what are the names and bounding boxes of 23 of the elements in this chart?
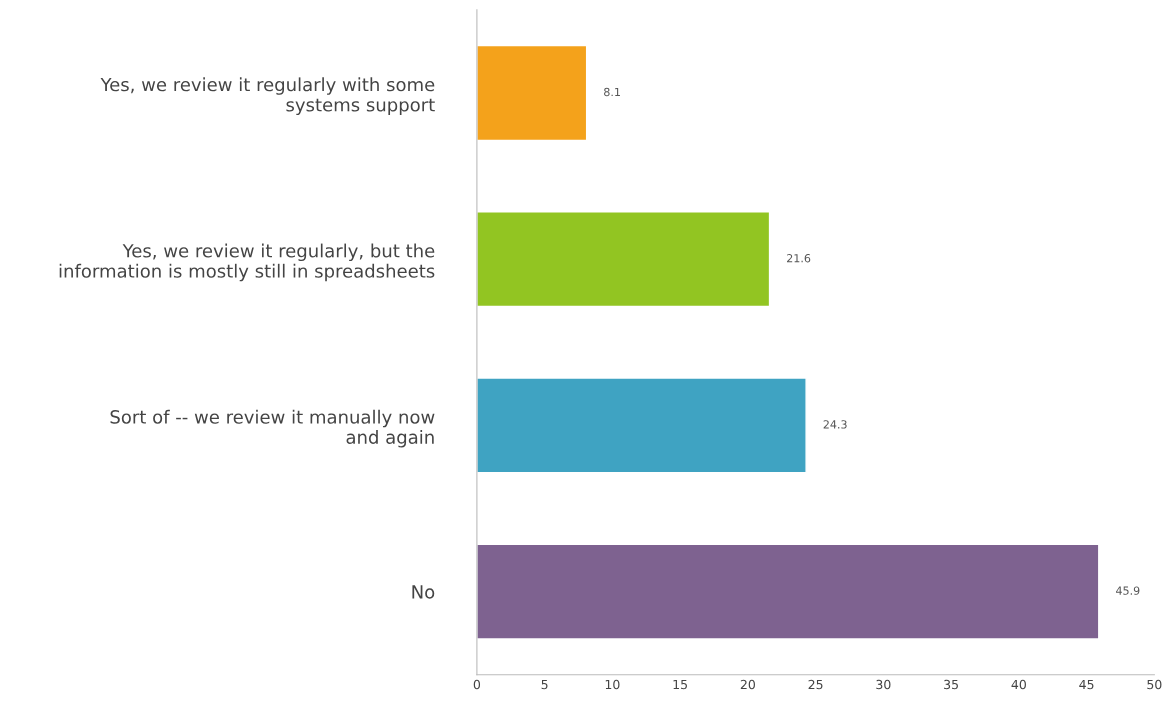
- x-tick-label: 20: [740, 679, 755, 690]
- x-tick-label: 30: [876, 679, 891, 690]
- data-label: 24.3: [823, 420, 847, 429]
- x-tick-label: 40: [1011, 679, 1026, 690]
- x-tick-label: 45: [1079, 679, 1094, 690]
- x-tick-label: 35: [944, 679, 958, 690]
- x-tick-label: 25: [808, 679, 823, 690]
- bar: [476, 211, 771, 308]
- x-tick-label: 0: [473, 679, 481, 690]
- data-label: 45.9: [1116, 586, 1140, 595]
- y-tick-label: Sort of -- we review it manually now and again: [110, 409, 435, 448]
- data-label: 21.6: [787, 254, 811, 263]
- y-tick-label: Yes, we review it regularly with some systems support: [100, 77, 435, 116]
- x-tick-label: 10: [605, 679, 620, 690]
- bar: [476, 377, 807, 474]
- y-tick-label: No: [412, 585, 435, 599]
- x-tick-label: 50: [1147, 679, 1162, 690]
- bar: [476, 543, 1100, 640]
- x-tick-label: 5: [541, 679, 548, 690]
- y-tick-label: Yes, we review it regularly, but the information is mostly still in spreadsheets: [59, 243, 435, 282]
- x-tick-label: 15: [673, 679, 687, 690]
- bar: [476, 44, 588, 142]
- data-label: 8.1: [604, 87, 620, 97]
